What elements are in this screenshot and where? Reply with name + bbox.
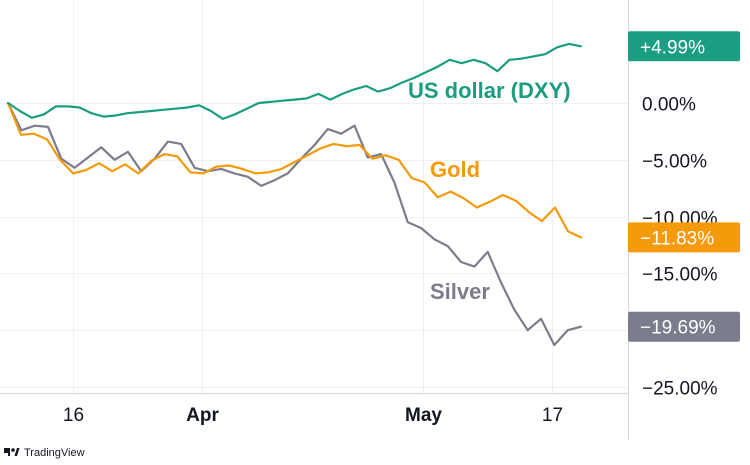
badge-value: −11.83% xyxy=(640,228,714,249)
badge-background xyxy=(628,222,740,253)
x-tick-label: Apr xyxy=(186,405,219,426)
series-line-silver xyxy=(6,101,583,347)
badge-background xyxy=(628,31,740,62)
tradingview-wordmark: TradingView xyxy=(24,447,85,459)
series-lines xyxy=(6,42,583,347)
last-value-badge-silver: −19.69% xyxy=(628,311,740,342)
badge-value: +4.99% xyxy=(640,37,705,58)
last-value-badge-gold: −11.83% xyxy=(628,222,740,253)
x-axis-ticks: 16 Apr May 17 xyxy=(63,405,563,426)
series-label-gold: Gold xyxy=(430,157,480,182)
tradingview-logo: TradingView xyxy=(4,447,85,459)
y-tick-label: −25.00% xyxy=(642,379,718,400)
y-tick-label: 0.00% xyxy=(642,95,696,116)
badge-background xyxy=(628,311,740,342)
y-tick-label: −15.00% xyxy=(642,265,718,286)
series-label-silver: Silver xyxy=(430,279,490,304)
x-tick-label: 16 xyxy=(63,405,84,426)
series-line-dxy xyxy=(6,42,583,121)
badge-value: −19.69% xyxy=(640,318,716,339)
axis-lines xyxy=(0,0,629,440)
y-tick-label: −5.00% xyxy=(642,152,707,173)
last-value-badges: +4.99% −11.83% −19.69% xyxy=(628,31,740,342)
tradingview-icon xyxy=(4,448,20,456)
series-line-gold xyxy=(6,101,583,239)
grid xyxy=(0,0,628,393)
series-label-dxy: US dollar (DXY) xyxy=(408,78,571,103)
x-tick-label: 17 xyxy=(542,405,563,426)
x-tick-label: May xyxy=(405,405,442,426)
last-value-badge-dxy: +4.99% xyxy=(628,31,740,62)
